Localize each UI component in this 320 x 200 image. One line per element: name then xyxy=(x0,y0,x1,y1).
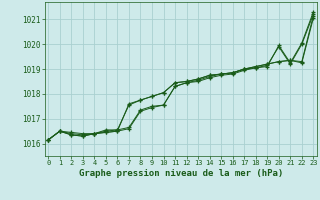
X-axis label: Graphe pression niveau de la mer (hPa): Graphe pression niveau de la mer (hPa) xyxy=(79,169,283,178)
